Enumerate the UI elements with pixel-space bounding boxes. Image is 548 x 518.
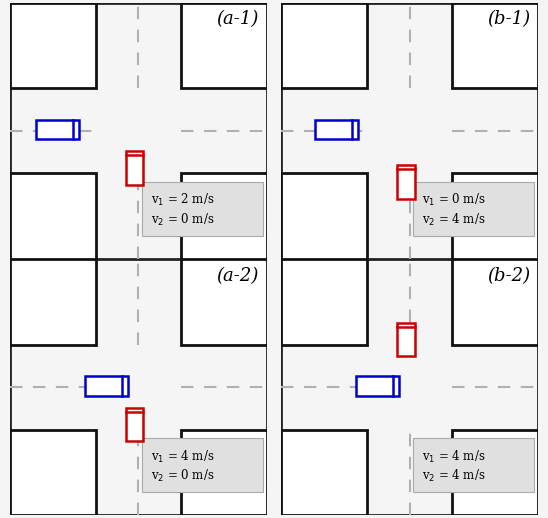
Bar [181, 3, 266, 89]
Bar [356, 376, 399, 396]
Text: v$_2$ = 4 m/s: v$_2$ = 4 m/s [423, 468, 486, 484]
Bar [452, 173, 538, 259]
Bar [452, 259, 538, 345]
Bar [125, 151, 144, 184]
Bar [181, 173, 266, 259]
Bar [181, 429, 266, 515]
Bar [84, 376, 128, 396]
Text: v$_2$ = 4 m/s: v$_2$ = 4 m/s [423, 211, 486, 228]
Bar [181, 259, 266, 345]
Bar [282, 3, 367, 89]
Bar [282, 259, 367, 345]
Text: (b-2): (b-2) [487, 267, 530, 285]
Text: (b-1): (b-1) [487, 10, 530, 28]
Text: v$_2$ = 0 m/s: v$_2$ = 0 m/s [151, 211, 215, 228]
Bar [10, 259, 96, 345]
Bar [397, 323, 415, 356]
Bar [125, 408, 144, 441]
Text: (a-1): (a-1) [216, 10, 259, 28]
FancyBboxPatch shape [414, 182, 534, 236]
Text: v$_1$ = 0 m/s: v$_1$ = 0 m/s [423, 192, 486, 208]
Text: v$_1$ = 2 m/s: v$_1$ = 2 m/s [151, 192, 215, 208]
Bar [282, 173, 367, 259]
Bar [10, 173, 96, 259]
Bar [397, 165, 415, 199]
Bar [36, 120, 79, 139]
Bar [452, 429, 538, 515]
FancyBboxPatch shape [142, 438, 262, 492]
Text: v$_2$ = 0 m/s: v$_2$ = 0 m/s [151, 468, 215, 484]
Bar [315, 120, 358, 139]
Bar [10, 3, 96, 89]
FancyBboxPatch shape [142, 182, 262, 236]
Text: v$_1$ = 4 m/s: v$_1$ = 4 m/s [423, 449, 486, 465]
Bar [282, 429, 367, 515]
Text: v$_1$ = 4 m/s: v$_1$ = 4 m/s [151, 449, 215, 465]
Text: (a-2): (a-2) [216, 267, 259, 285]
Bar [452, 3, 538, 89]
Bar [10, 429, 96, 515]
FancyBboxPatch shape [414, 438, 534, 492]
